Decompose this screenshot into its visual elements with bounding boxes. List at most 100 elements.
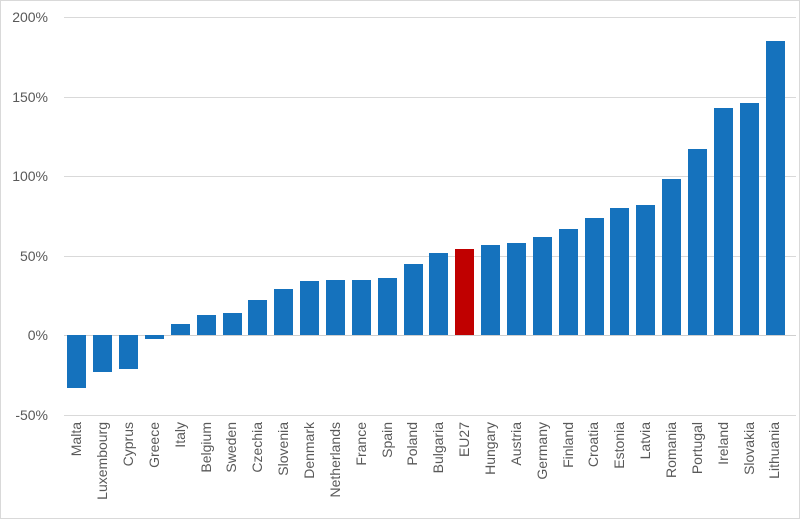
y-tick-label: 200%	[12, 9, 48, 25]
x-label-cell: Germany	[529, 422, 555, 518]
x-axis-label-bulgaria: Bulgaria	[430, 422, 447, 474]
x-axis-label-greece: Greece	[145, 422, 162, 468]
bar-romania	[662, 179, 682, 336]
bar-poland	[403, 263, 423, 336]
x-label-cell: Latvia	[633, 422, 659, 518]
x-label-cell: Cyprus	[116, 422, 142, 518]
bar-austria	[507, 243, 526, 336]
x-label-cell: Greece	[142, 422, 168, 518]
x-label-cell: Spain	[374, 422, 400, 518]
x-axis-label-ireland: Ireland	[714, 422, 731, 465]
bar-slovakia	[739, 102, 759, 336]
x-label-cell: Netherlands	[323, 422, 349, 518]
bar-netherlands	[326, 279, 345, 336]
bar-cyprus	[119, 335, 139, 369]
x-label-cell: Poland	[400, 422, 426, 518]
y-tick-label: 50%	[19, 247, 48, 264]
x-axis-label-netherlands: Netherlands	[326, 422, 343, 498]
x-label-cell: Romania	[659, 422, 685, 518]
plot-area	[64, 17, 796, 416]
x-axis-label-poland: Poland	[404, 422, 421, 466]
x-axis-label-finland: Finland	[559, 422, 576, 468]
x-label-cell: Slovenia	[271, 422, 297, 518]
gridline	[64, 96, 796, 98]
x-axis-label-austria: Austria	[507, 422, 524, 466]
x-axis-label-croatia: Croatia	[585, 422, 602, 468]
x-label-cell: EU27	[452, 422, 478, 518]
x-axis-label-strip: Malta Luxembourg Cyprus Greece Italy Belgium S…	[64, 422, 788, 518]
bar-sweden	[222, 313, 242, 336]
bar-highlight-eu27	[455, 249, 475, 336]
bar-italy	[170, 324, 190, 336]
x-axis-label-hungary: Hungary	[481, 422, 498, 475]
x-axis-label-cyprus: Cyprus	[119, 422, 136, 467]
x-axis-label-slovakia: Slovakia	[740, 422, 757, 475]
bar-latvia	[636, 204, 656, 336]
bar-belgium	[196, 314, 216, 336]
x-axis-label-czechia: Czechia	[249, 422, 266, 473]
zero-axis-line	[64, 335, 796, 337]
x-label-cell: Czechia	[245, 422, 271, 518]
x-axis-label-belgium: Belgium	[197, 422, 214, 473]
y-tick-label: 150%	[12, 88, 48, 105]
x-label-cell: Croatia	[581, 422, 607, 518]
y-tick-label: 100%	[12, 168, 48, 185]
x-axis-label-germany: Germany	[533, 422, 550, 480]
y-tick-label: 0%	[27, 327, 48, 344]
x-label-cell: Belgium	[193, 422, 219, 518]
x-label-cell: France	[348, 422, 374, 518]
gridline	[64, 17, 796, 18]
x-axis-label-denmark: Denmark	[300, 422, 317, 479]
x-label-cell: Sweden	[219, 422, 245, 518]
x-axis-label-malta: Malta	[68, 422, 85, 457]
y-axis-tick-labels: 200% 150% 100% 50% 0% -50%	[1, 1, 48, 518]
bar-luxembourg	[93, 335, 113, 372]
x-label-cell: Malta	[64, 422, 90, 518]
x-label-cell: Denmark	[297, 422, 323, 518]
bar-strip	[64, 17, 788, 415]
bar-portugal	[688, 149, 707, 336]
x-label-cell: Bulgaria	[426, 422, 452, 518]
x-axis-label-france: France	[352, 422, 369, 466]
bar-hungary	[481, 244, 501, 336]
bar-bulgaria	[429, 252, 449, 336]
bar-germany	[532, 236, 552, 336]
x-axis-label-estonia: Estonia	[611, 422, 628, 469]
x-axis-label-sweden: Sweden	[223, 422, 240, 473]
bar-denmark	[300, 281, 320, 336]
x-label-cell: Finland	[555, 422, 581, 518]
bar-finland	[558, 228, 578, 336]
x-label-cell: Lithuania	[762, 422, 788, 518]
x-label-cell: Ireland	[710, 422, 736, 518]
bar-malta	[67, 335, 87, 388]
x-axis-label-lithuania: Lithuania	[766, 422, 783, 479]
x-axis-label-luxembourg: Luxembourg	[94, 422, 111, 500]
y-tick-label: -50%	[15, 407, 48, 423]
x-label-cell: Hungary	[478, 422, 504, 518]
x-label-cell: Estonia	[607, 422, 633, 518]
x-label-cell: Slovakia	[736, 422, 762, 518]
bar-lithuania	[765, 40, 785, 336]
x-axis-label-italy: Italy	[171, 422, 188, 448]
bar-ireland	[713, 107, 733, 336]
x-axis-label-eu27: EU27	[456, 422, 473, 458]
gridline	[64, 176, 796, 178]
bar-greece	[145, 335, 164, 339]
x-label-cell: Luxembourg	[90, 422, 116, 518]
x-axis-label-spain: Spain	[378, 422, 395, 458]
x-label-cell: Portugal	[685, 422, 711, 518]
x-axis-label-portugal: Portugal	[688, 422, 705, 475]
bar-estonia	[610, 208, 630, 336]
bar-slovenia	[274, 289, 294, 336]
x-axis-label-latvia: Latvia	[637, 422, 654, 460]
bar-czechia	[248, 300, 268, 336]
x-label-cell: Italy	[167, 422, 193, 518]
x-axis-label-slovenia: Slovenia	[275, 422, 292, 476]
bar-spain	[377, 278, 397, 336]
x-axis-label-romania: Romania	[663, 422, 679, 479]
bar-croatia	[584, 217, 604, 336]
bar-france	[351, 279, 371, 336]
x-label-cell: Austria	[504, 422, 530, 518]
gridline	[64, 415, 796, 416]
